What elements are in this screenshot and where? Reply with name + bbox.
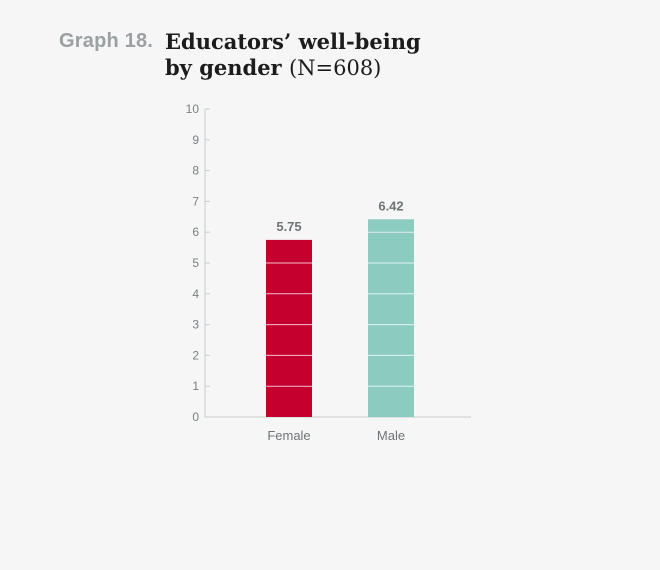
category-label: Female (267, 428, 310, 443)
y-tick-label: 7 (192, 194, 199, 208)
y-tick-label: 4 (192, 287, 199, 301)
y-tick-label: 9 (192, 133, 199, 147)
bar-female (266, 239, 312, 417)
y-tick-label: 6 (192, 225, 199, 239)
value-label: 6.42 (378, 198, 403, 213)
bar-male (368, 219, 414, 417)
title-line-1: Educators’ well-being (165, 29, 421, 54)
y-tick-label: 1 (192, 379, 199, 393)
y-tick-label: 0 (192, 410, 199, 424)
y-tick-label: 5 (192, 256, 199, 270)
y-tick-label: 2 (192, 348, 199, 362)
value-label: 5.75 (276, 219, 301, 234)
y-tick-label: 3 (192, 318, 199, 332)
title-line-2: by gender (165, 55, 282, 80)
graph-number: Graph 18. (59, 30, 154, 52)
category-label: Male (377, 428, 405, 443)
graph-title: Educators’ well-being by gender (N=608) (165, 29, 545, 81)
y-tick-label: 10 (186, 102, 200, 116)
title-sample-size: (N=608) (288, 56, 382, 80)
y-tick-label: 8 (192, 164, 199, 178)
